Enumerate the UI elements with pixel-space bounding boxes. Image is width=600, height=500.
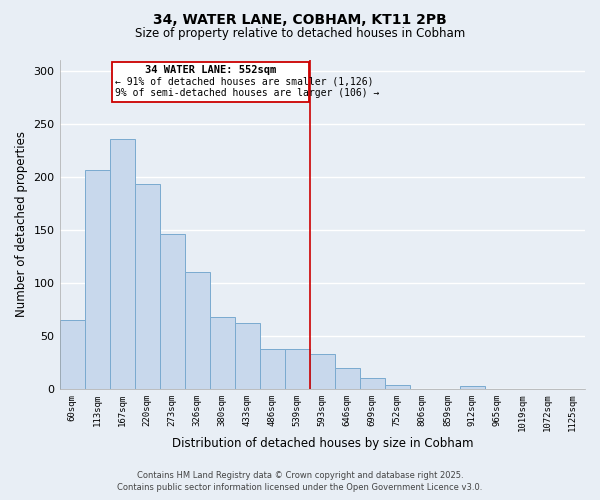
Text: Size of property relative to detached houses in Cobham: Size of property relative to detached ho…	[135, 28, 465, 40]
Bar	[209, 317, 235, 389]
Bar	[110, 138, 134, 389]
Bar	[335, 368, 360, 389]
Bar	[185, 272, 209, 389]
X-axis label: Distribution of detached houses by size in Cobham: Distribution of detached houses by size …	[172, 437, 473, 450]
Bar	[260, 348, 285, 389]
Y-axis label: Number of detached properties: Number of detached properties	[15, 132, 28, 318]
Text: Contains HM Land Registry data © Crown copyright and database right 2025.
Contai: Contains HM Land Registry data © Crown c…	[118, 471, 482, 492]
Bar	[460, 386, 485, 389]
Bar	[59, 320, 85, 389]
Text: ← 91% of detached houses are smaller (1,126): ← 91% of detached houses are smaller (1,…	[115, 77, 373, 87]
Text: 9% of semi-detached houses are larger (106) →: 9% of semi-detached houses are larger (1…	[115, 88, 379, 98]
Bar	[310, 354, 335, 389]
Bar	[235, 323, 260, 389]
Text: 34 WATER LANE: 552sqm: 34 WATER LANE: 552sqm	[145, 66, 276, 76]
Text: 34, WATER LANE, COBHAM, KT11 2PB: 34, WATER LANE, COBHAM, KT11 2PB	[153, 12, 447, 26]
Bar	[385, 384, 410, 389]
Bar	[134, 184, 160, 389]
Bar	[160, 234, 185, 389]
Bar	[360, 378, 385, 389]
Bar	[85, 170, 110, 389]
Bar	[285, 348, 310, 389]
FancyBboxPatch shape	[112, 62, 308, 102]
